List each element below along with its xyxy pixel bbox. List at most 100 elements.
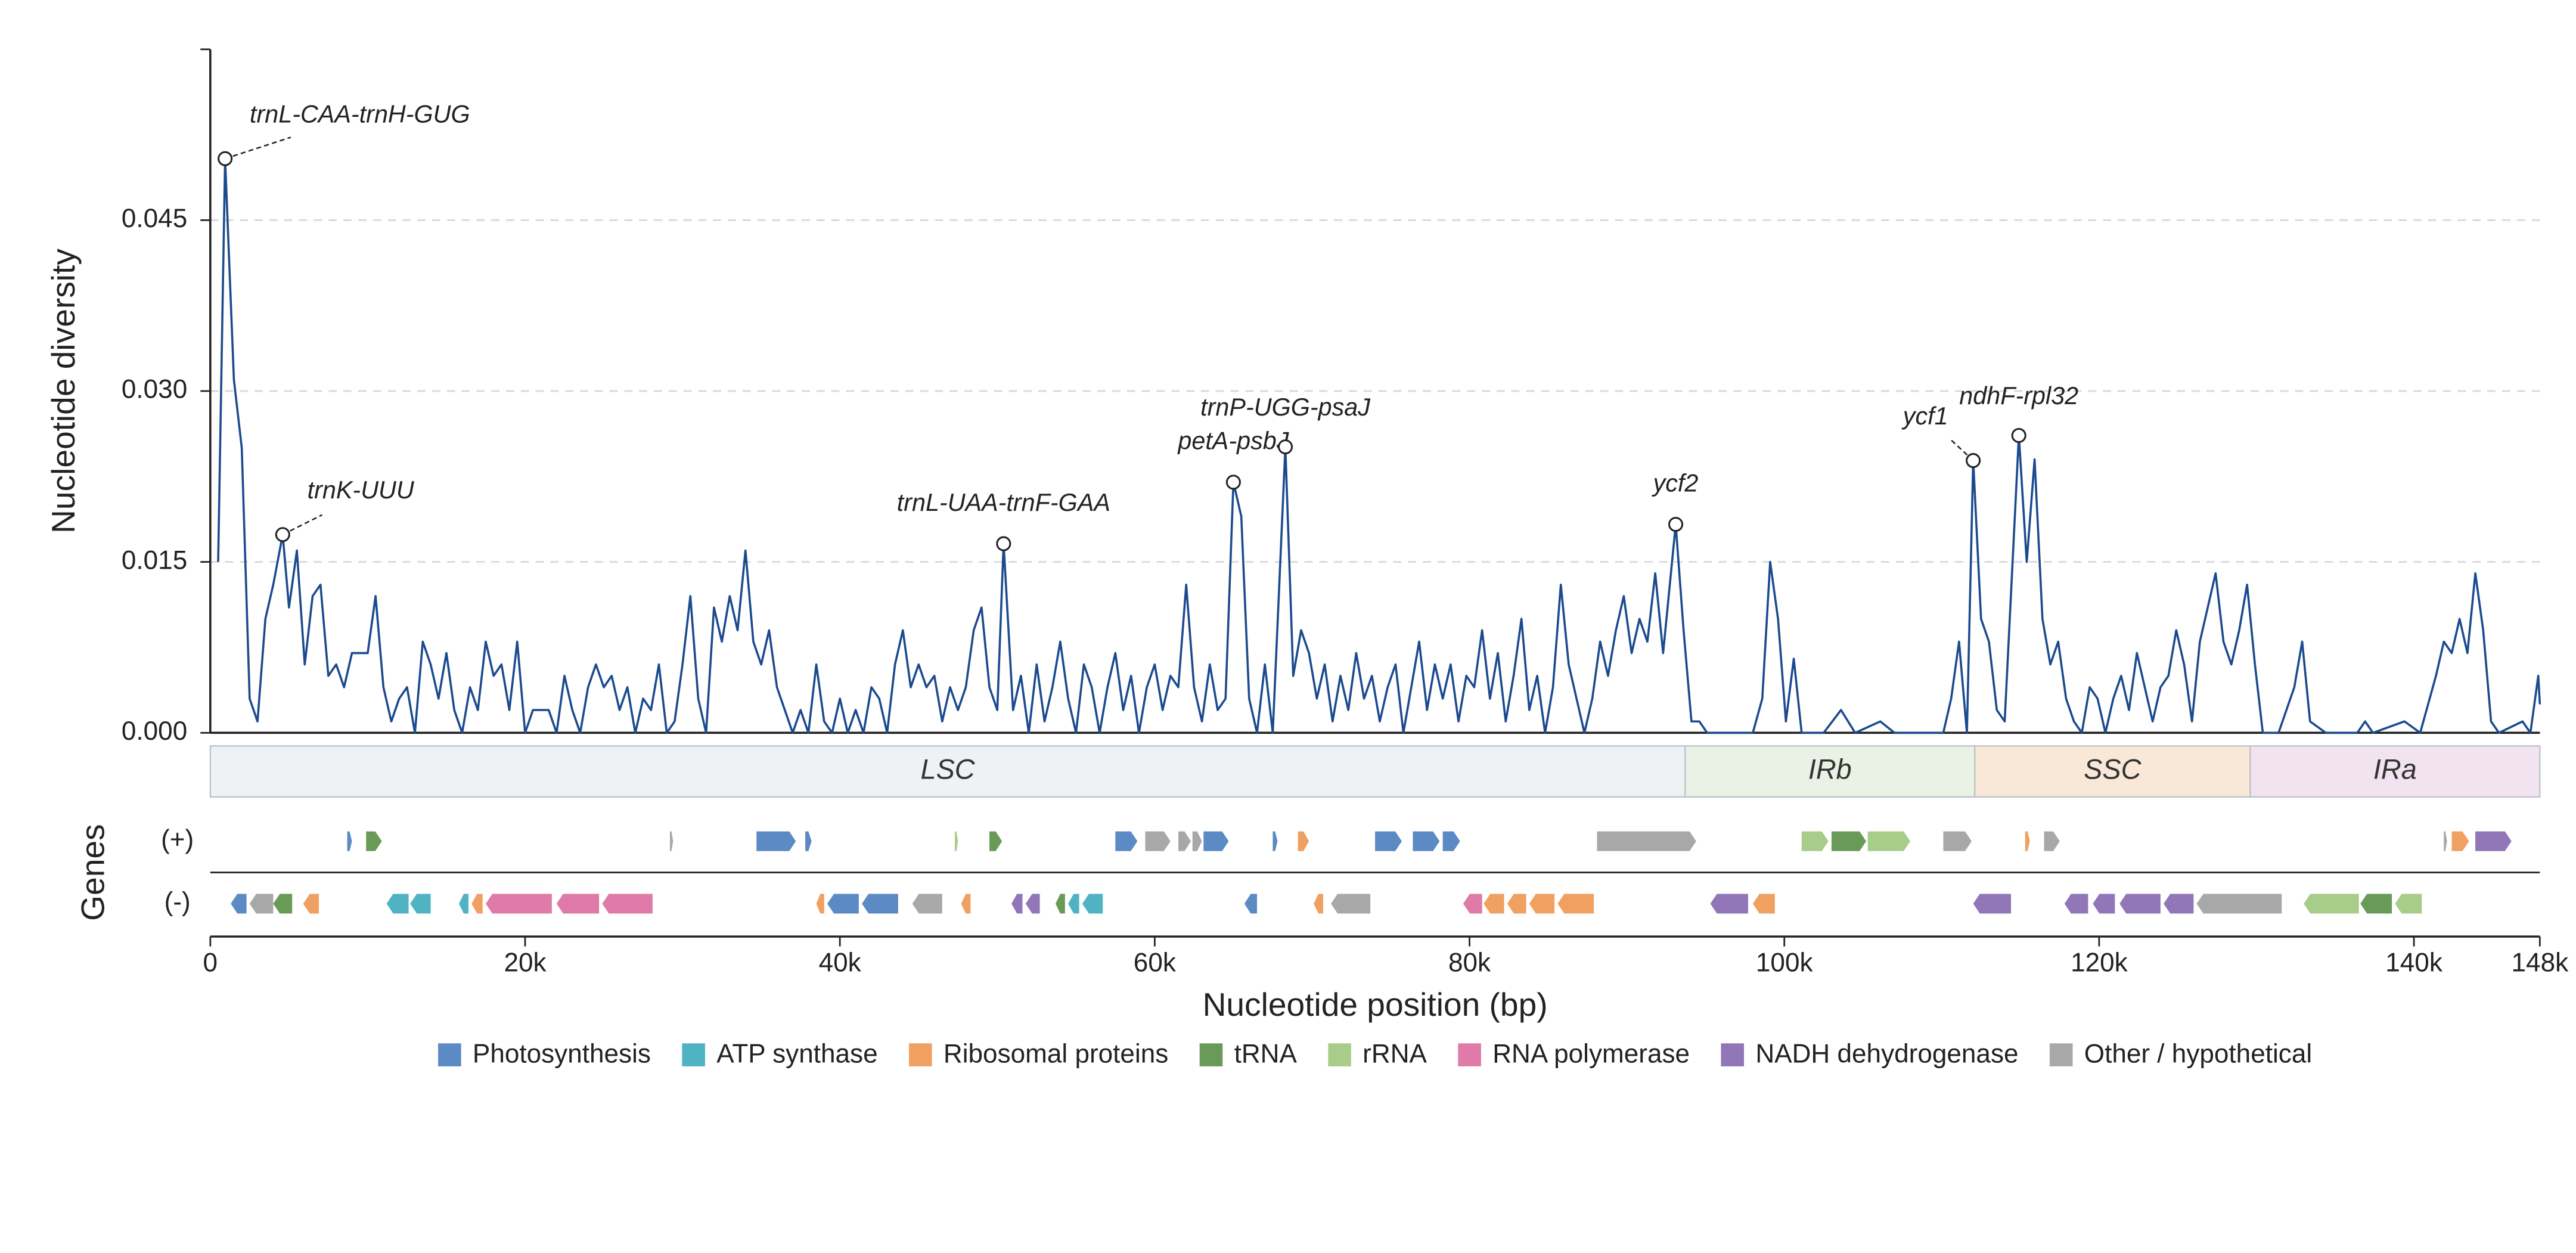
legend-swatch	[438, 1043, 461, 1066]
gene	[2025, 831, 2030, 851]
x-tick-label: 60k	[1134, 948, 1177, 978]
x-tick-label: 80k	[1448, 948, 1491, 978]
peak-marker	[1668, 517, 1684, 532]
x-tick-label: 148k	[2512, 948, 2569, 978]
gene	[1463, 894, 1482, 914]
legend-label: RNA polymerase	[1492, 1040, 1690, 1069]
legend-label: tRNA	[1234, 1040, 1298, 1069]
gene	[1375, 831, 1402, 851]
legend-label: Photosynthesis	[473, 1040, 651, 1069]
gene	[1314, 894, 1323, 914]
y-axis-label: Nucleotide diversity	[45, 249, 82, 534]
peak-marker	[275, 527, 290, 542]
gene	[1752, 894, 1775, 914]
gene	[2451, 831, 2469, 851]
gene	[459, 894, 468, 914]
legend-swatch	[1458, 1043, 1481, 1066]
gene	[989, 831, 1003, 851]
x-tick-label: 120k	[2071, 948, 2128, 978]
gene	[1011, 894, 1023, 914]
gene	[1298, 831, 1309, 851]
gene	[602, 894, 653, 914]
region-label: SSC	[2084, 753, 2142, 784]
annotation-leader	[225, 137, 291, 160]
gene	[1943, 831, 1972, 851]
gene	[2164, 894, 2194, 914]
gene	[1025, 894, 1040, 914]
gene	[1831, 831, 1867, 851]
x-tick-label: 140k	[2385, 948, 2443, 978]
gene	[1557, 894, 1594, 914]
annotation-label: ycf2	[1652, 469, 1699, 497]
legend-swatch	[1328, 1043, 1351, 1066]
x-tick-label: 100k	[1756, 948, 1814, 978]
legend-swatch	[1199, 1043, 1223, 1066]
legend-label: Ribosomal proteins	[944, 1040, 1168, 1069]
x-tick-label: 40k	[819, 948, 862, 978]
gene	[556, 894, 600, 914]
gene	[1178, 831, 1191, 851]
gene	[1442, 831, 1460, 851]
legend-swatch	[682, 1043, 705, 1066]
peak-marker	[996, 536, 1011, 551]
gene	[912, 894, 942, 914]
annotation-label: trnK-UUU	[308, 476, 415, 504]
gene	[249, 894, 274, 914]
region-label: LSC	[921, 753, 976, 784]
gene	[2064, 894, 2088, 914]
gene	[273, 894, 293, 914]
gene	[1244, 894, 1258, 914]
strand-label: (+)	[161, 825, 194, 854]
gene	[1082, 894, 1103, 914]
strand-label: (-)	[165, 888, 191, 917]
gene	[1413, 831, 1440, 851]
gene	[2395, 894, 2422, 914]
gene	[669, 831, 674, 851]
gene	[485, 894, 552, 914]
peak-marker	[218, 151, 233, 166]
gene	[2360, 894, 2392, 914]
gene	[1710, 894, 1748, 914]
y-tick-label: 0.000	[122, 717, 187, 746]
annotation-leader	[282, 514, 323, 535]
gene	[2093, 894, 2115, 914]
legend-swatch	[909, 1043, 932, 1066]
gene	[827, 894, 859, 914]
gene	[1145, 831, 1171, 851]
x-axis-label: Nucleotide position (bp)	[1203, 986, 1548, 1023]
peak-marker	[1278, 439, 1293, 455]
gene	[231, 894, 247, 914]
gene	[1192, 831, 1202, 851]
gene	[2044, 831, 2060, 851]
gene	[1801, 831, 1829, 851]
annotation-label: ycf1	[1901, 402, 1948, 430]
x-tick-label: 0	[203, 948, 218, 978]
region-label: IRb	[1808, 753, 1852, 784]
gene	[366, 831, 382, 851]
gene	[805, 831, 812, 851]
peak-marker	[2011, 428, 2026, 443]
gene	[410, 894, 431, 914]
legend-swatch	[2049, 1043, 2073, 1066]
gene-track-title: Genes	[74, 824, 111, 920]
region-label: IRa	[2373, 753, 2417, 784]
y-tick-label: 0.045	[122, 204, 187, 233]
diversity-line	[217, 157, 2541, 734]
annotation-label: trnP-UGG-psaJ	[1200, 393, 1370, 421]
y-tick-label: 0.030	[122, 375, 187, 404]
gene	[1867, 831, 1910, 851]
gene	[2196, 894, 2282, 914]
gene	[1507, 894, 1526, 914]
legend-label: ATP synthase	[716, 1040, 877, 1069]
gene	[2475, 831, 2512, 851]
gene	[2304, 894, 2359, 914]
gene	[816, 894, 824, 914]
legend-label: Other / hypothetical	[2084, 1040, 2312, 1069]
gene	[2444, 831, 2447, 851]
gene	[1115, 831, 1138, 851]
gene	[1483, 894, 1504, 914]
annotation-leader	[1950, 438, 1974, 461]
gene	[961, 894, 971, 914]
y-tick-label: 0.015	[122, 545, 187, 575]
